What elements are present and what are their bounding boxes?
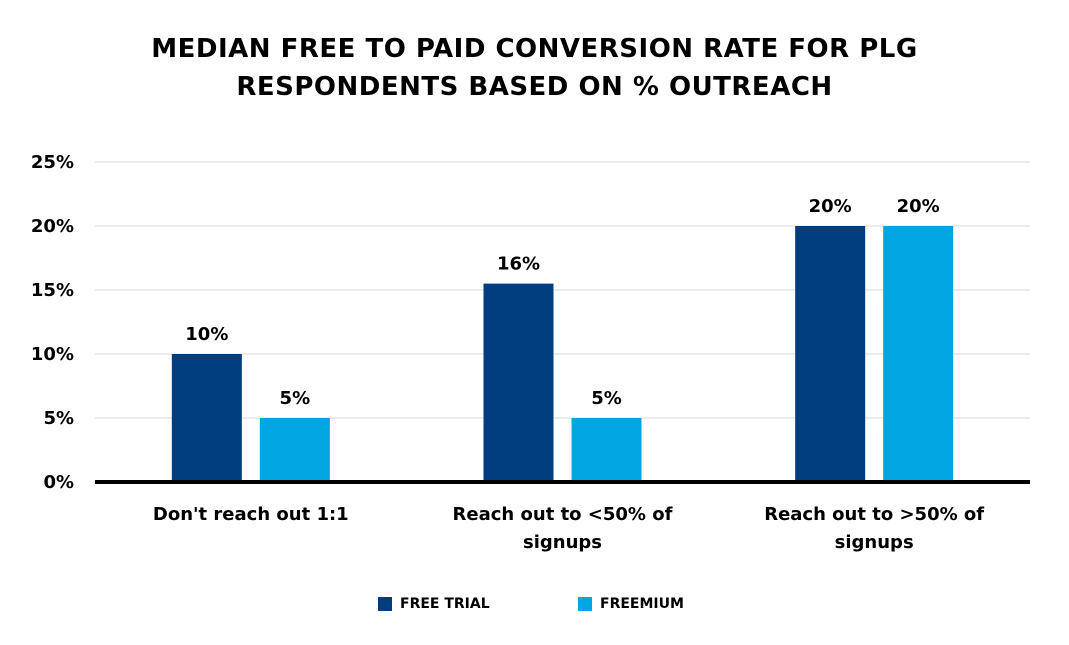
data-label: 20%: [809, 196, 852, 217]
legend-swatch-freemium: [578, 597, 592, 611]
data-label: 20%: [897, 196, 940, 217]
bar: [259, 418, 330, 482]
y-tick-label: 0%: [43, 472, 74, 493]
chart-title-line-1: MEDIAN FREE TO PAID CONVERSION RATE FOR …: [151, 34, 918, 64]
legend-item-freemium: FREEMIUM: [578, 596, 684, 612]
legend-label-free-trial: FREE TRIAL: [400, 596, 490, 612]
y-tick-label: 15%: [31, 280, 74, 301]
data-label: 16%: [497, 254, 540, 275]
x-tick-label: signups: [835, 532, 914, 553]
bar: [571, 418, 642, 482]
legend-item-free-trial: FREE TRIAL: [378, 596, 490, 612]
legend-label-freemium: FREEMIUM: [600, 596, 684, 612]
data-label: 5%: [591, 388, 622, 409]
chart-title-line-2: RESPONDENTS BASED ON % OUTREACH: [236, 72, 833, 102]
x-tick-label: Reach out to <50% of: [453, 504, 673, 525]
bar: [883, 226, 954, 482]
y-tick-label: 5%: [43, 408, 74, 429]
data-label: 5%: [280, 388, 311, 409]
bar: [795, 226, 866, 482]
y-tick-label: 10%: [31, 344, 74, 365]
data-label: 10%: [185, 324, 228, 345]
x-tick-label: signups: [523, 532, 602, 553]
x-tick-label: Reach out to >50% of: [764, 504, 984, 525]
legend-swatch-free-trial: [378, 597, 392, 611]
x-tick-label: Don't reach out 1:1: [153, 504, 349, 525]
y-tick-label: 25%: [31, 152, 74, 173]
chart-title: MEDIAN FREE TO PAID CONVERSION RATE FOR …: [0, 30, 1069, 106]
y-tick-label: 20%: [31, 216, 74, 237]
bar: [171, 354, 242, 482]
bar: [483, 283, 554, 482]
